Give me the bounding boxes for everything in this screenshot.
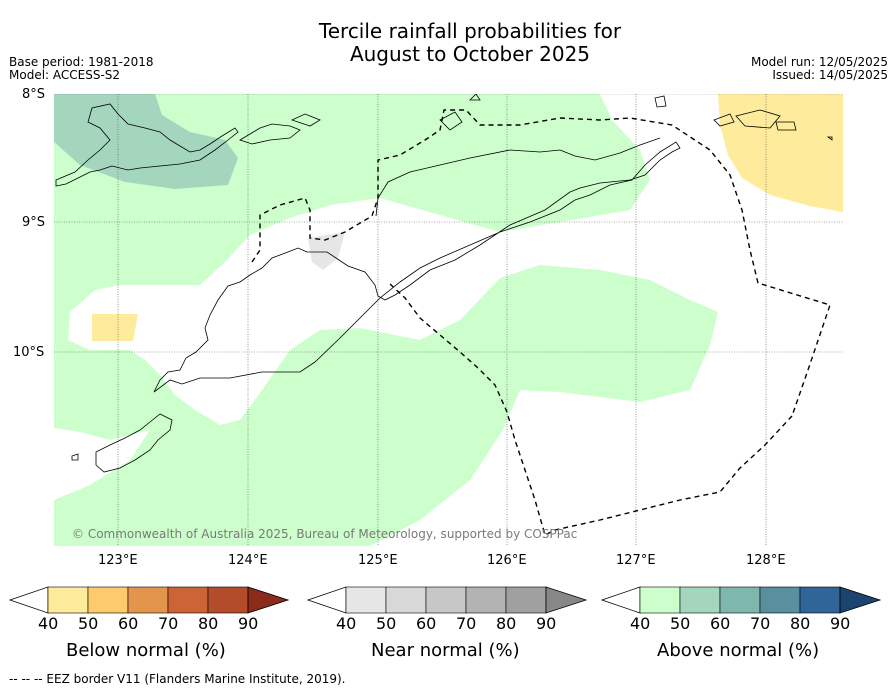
near-normal-colorbar-segment [385, 586, 427, 614]
above-normal-tick-40: 40 [630, 614, 651, 633]
eez-border [251, 109, 831, 537]
near-normal-tick-60: 60 [416, 614, 437, 633]
below-normal-colorbar-segment [167, 586, 209, 614]
model-name: Model: ACCESS-S2 [9, 68, 121, 82]
above-normal-colorbar-over [839, 586, 882, 614]
footer-eez-note: -- -- -- EEZ border V11 (Flanders Marine… [9, 672, 346, 686]
above-normal-40-north [54, 94, 718, 546]
above-normal-colorbar-under [600, 586, 641, 614]
above-normal-colorbar-segment [639, 586, 681, 614]
below-normal-tick-60: 60 [118, 614, 139, 633]
near-normal-colorbar [306, 586, 588, 614]
lat-label-8s: 8°S [22, 87, 46, 102]
island-coastline-4 [469, 94, 481, 101]
near-normal-colorbar-segment [345, 586, 387, 614]
above-normal-colorbar [600, 586, 882, 614]
below-normal-colorbar-segment [47, 586, 89, 614]
near-normal-colorbar-over [545, 586, 588, 614]
lon-label-123e: 123°E [98, 553, 138, 568]
near-normal-tick-90: 90 [536, 614, 557, 633]
lon-label-125e: 125°E [358, 553, 398, 568]
above-normal-colorbar-segment [799, 586, 841, 614]
near-normal-colorbar-segment [505, 586, 547, 614]
below-normal-tick-40: 40 [38, 614, 59, 633]
island-coastline-2 [290, 113, 321, 127]
above-normal-colorbar-segment [719, 586, 761, 614]
island-coastline-7 [735, 109, 781, 129]
island-coastline-5 [654, 95, 667, 108]
eez-line-south [389, 283, 793, 537]
island-coastline-3 [439, 111, 463, 131]
lat-label-10s: 10°S [13, 345, 45, 360]
colorbars [8, 586, 882, 614]
near-normal-colorbar-segment [425, 586, 467, 614]
meta-left: Base period: 1981-2018 Model: ACCESS-S2 [9, 56, 154, 82]
near-normal-tick-40: 40 [336, 614, 357, 633]
island-coastline-6 [713, 113, 735, 127]
above-normal-tick-90: 90 [830, 614, 851, 633]
above-normal-50-region [54, 94, 238, 189]
above-normal-colorbar-segment [679, 586, 721, 614]
below-normal-50-west [92, 314, 138, 341]
island-coastline-8 [775, 121, 797, 131]
colorbar-ticks: 40 50 60 70 80 90 40 50 60 70 80 90 40 50 60 70 80 90 [0, 614, 896, 636]
model-run: Model run: 12/05/2025 [750, 55, 888, 69]
map-layers: © Commonwealth of Australia 2025, Bureau… [54, 94, 843, 546]
north-coastline [375, 137, 661, 217]
lon-label-128e: 128°E [746, 553, 786, 568]
lon-label-127e: 127°E [616, 553, 656, 568]
above-normal-colorbar-segment [759, 586, 801, 614]
issued-date: Issued: 14/05/2025 [772, 68, 888, 82]
lon-label-126e: 126°E [487, 553, 527, 568]
eez-line-north [251, 109, 831, 417]
near-normal-colorbar-under [306, 586, 347, 614]
below-normal-tick-50: 50 [78, 614, 99, 633]
near-normal-tick-80: 80 [496, 614, 517, 633]
title-line-2: August to October 2025 [349, 42, 591, 66]
below-normal-tick-80: 80 [198, 614, 219, 633]
chart-title: Tercile rainfall probabilities for Augus… [0, 20, 896, 66]
below-normal-50-northeast [718, 94, 843, 212]
below-normal-colorbar-under [8, 586, 49, 614]
below-normal-tick-90: 90 [238, 614, 259, 633]
below-normal-colorbar-segment [127, 586, 169, 614]
near-normal-colorbar-segment [465, 586, 507, 614]
above-normal-tick-70: 70 [750, 614, 771, 633]
southwest-islands-coastline [95, 413, 173, 473]
below-normal-colorbar-segment [207, 586, 249, 614]
below-normal-label: Below normal (%) [66, 640, 226, 661]
lon-label-124e: 124°E [228, 553, 268, 568]
title-line-1: Tercile rainfall probabilities for [318, 19, 622, 43]
base-period: Base period: 1981-2018 [9, 55, 154, 69]
below-normal-colorbar [8, 586, 290, 614]
copyright-notice: © Commonwealth of Australia 2025, Bureau… [72, 527, 577, 541]
near-normal-label: Near normal (%) [371, 640, 520, 661]
island-coastline-1 [239, 123, 301, 145]
island-coastline-9 [826, 136, 833, 141]
below-normal-tick-70: 70 [158, 614, 179, 633]
near-normal-tick-50: 50 [376, 614, 397, 633]
northwest-islands-coastline [55, 103, 239, 187]
above-normal-tick-80: 80 [790, 614, 811, 633]
near-normal-tick-70: 70 [456, 614, 477, 633]
lat-label-9s: 9°S [22, 215, 46, 230]
above-normal-label: Above normal (%) [657, 640, 820, 661]
below-normal-colorbar-segment [87, 586, 129, 614]
above-normal-tick-50: 50 [670, 614, 691, 633]
meta-right: Model run: 12/05/2025 Issued: 14/05/2025 [751, 56, 888, 82]
below-normal-colorbar-over [247, 586, 290, 614]
above-normal-tick-60: 60 [710, 614, 731, 633]
near-normal-40-region [308, 232, 345, 270]
island-coastline-10 [71, 453, 79, 461]
